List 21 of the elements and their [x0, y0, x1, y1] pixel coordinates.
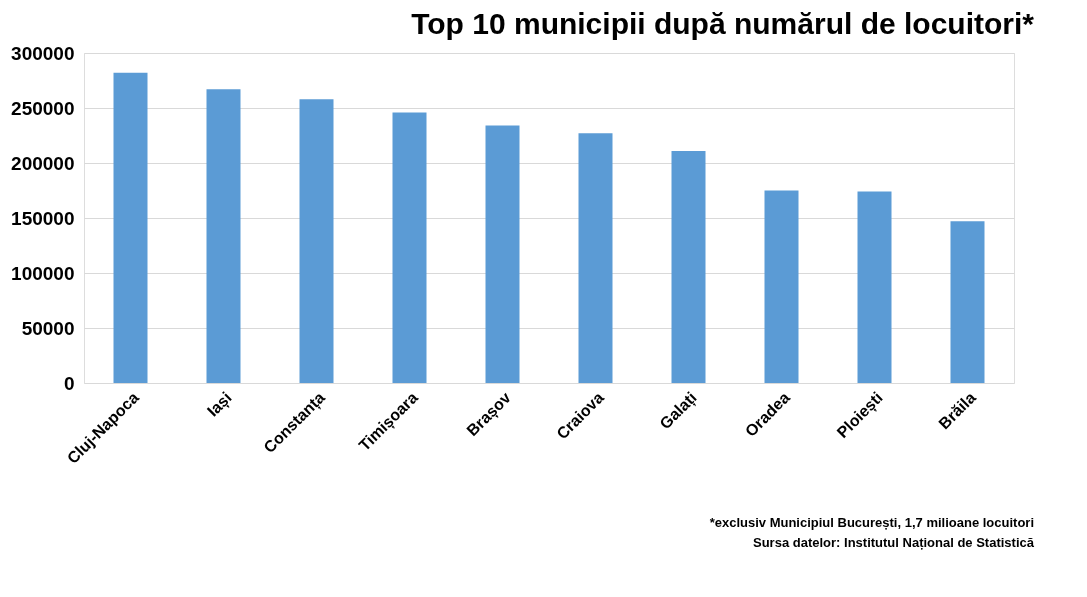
y-tick-label: 300000: [11, 42, 75, 64]
y-tick-label: 250000: [11, 97, 75, 119]
bar: [857, 191, 892, 383]
bar: [113, 72, 148, 383]
bar: [299, 99, 334, 383]
bar: [950, 221, 985, 383]
y-tick-label: 50000: [21, 317, 75, 339]
bar: [671, 150, 706, 383]
y-tick-label: 0: [63, 372, 75, 394]
bar: [392, 112, 427, 383]
y-tick-label: 100000: [11, 262, 75, 284]
chart-title: Top 10 municipii după numărul de locuitori*: [411, 7, 1035, 40]
bar: [206, 89, 241, 383]
x-tick-label: Iași: [203, 388, 235, 420]
text: Sursa datelor: Institutul Național de Statistică: [753, 535, 1035, 550]
y-tick-label: 200000: [11, 152, 75, 174]
text: *exclusiv Municipiul București, 1,7 milioane locuitori: [709, 515, 1034, 530]
bar: [764, 190, 799, 383]
bar: [485, 125, 520, 383]
bar: [578, 133, 613, 383]
y-tick-label: 150000: [11, 207, 75, 229]
